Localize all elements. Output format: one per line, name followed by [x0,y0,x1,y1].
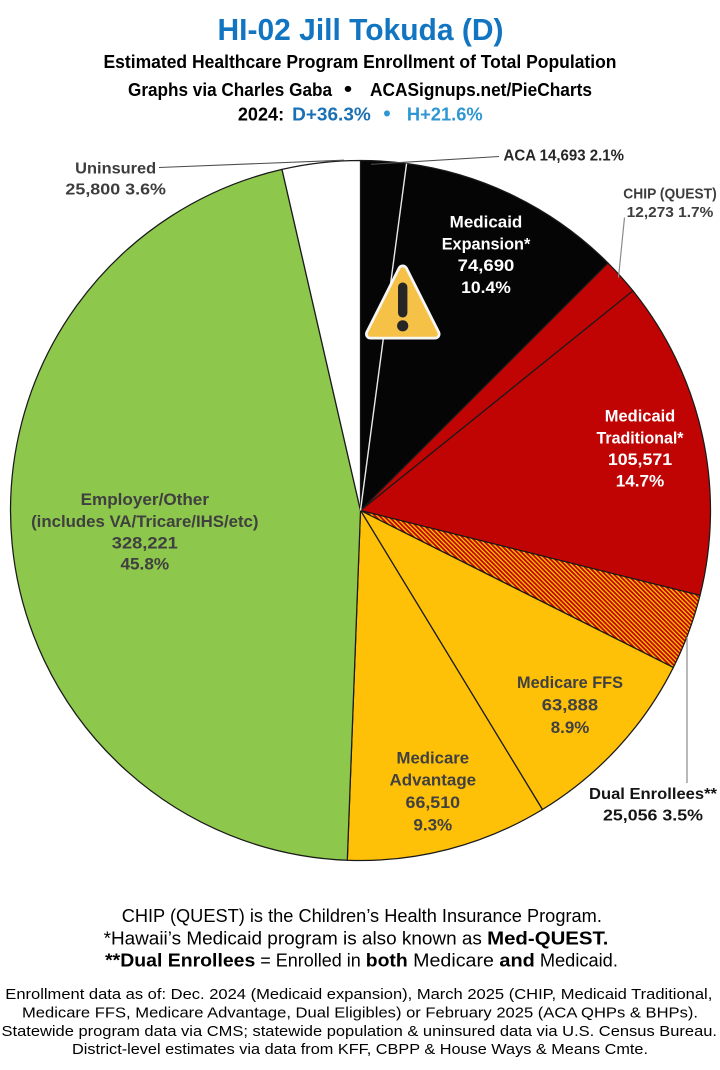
svg-text:Medicaid: Medicaid [605,408,676,426]
svg-text:66,510: 66,510 [406,794,461,812]
svg-text:Medicaid: Medicaid [450,214,523,232]
svg-text:Uninsured: Uninsured [75,160,156,177]
svg-text:328,221: 328,221 [112,535,178,553]
svg-text:Med-QUEST.: Med-QUEST. [487,927,608,948]
svg-text:Expansion*: Expansion* [442,235,531,253]
svg-text:both: both [366,950,408,971]
svg-text:74,690: 74,690 [458,257,515,275]
svg-text:10.4%: 10.4% [461,279,511,297]
svg-text:14.7%: 14.7% [616,473,665,491]
svg-text:12,273 1.7%: 12,273 1.7% [627,205,714,221]
svg-text:and: and [499,950,534,971]
svg-text:Graphs via Charles Gaba: Graphs via Charles Gaba [128,79,333,100]
svg-text:Medicare: Medicare [408,950,500,971]
svg-text:*Hawaii’s Medicaid program is: *Hawaii’s Medicaid program is also known… [104,927,488,948]
svg-text:Dual Enrollees**: Dual Enrollees** [589,786,718,803]
svg-text:9.3%: 9.3% [413,816,452,834]
svg-text:(includes VA/Tricare/IHS/etc): (includes VA/Tricare/IHS/etc) [31,513,258,531]
svg-text:8.9%: 8.9% [551,719,590,737]
svg-text:45.8%: 45.8% [121,556,170,574]
svg-text:•: • [344,77,352,101]
svg-text:105,571: 105,571 [608,451,672,469]
svg-text:= Enrolled in: = Enrolled in [255,950,365,971]
svg-text:63,888: 63,888 [542,696,598,714]
svg-text:CHIP (QUEST) is the Children’s: CHIP (QUEST) is the Children’s Health In… [122,905,602,926]
svg-text:ACASignups.net/PieCharts: ACASignups.net/PieCharts [370,79,592,100]
svg-text:D+36.3%: D+36.3% [292,104,371,125]
svg-text:25,800 3.6%: 25,800 3.6% [65,181,165,198]
svg-text:•: • [383,102,390,126]
svg-text:ACA 14,693 2.1%: ACA 14,693 2.1% [504,148,625,165]
svg-text:District-level estimates via d: District-level estimates via data from K… [72,1041,648,1058]
svg-text:Medicare FFS: Medicare FFS [517,674,623,692]
svg-text:Medicare: Medicare [397,750,470,768]
svg-text:Enrollment data as of: Dec. 20: Enrollment data as of: Dec. 2024 (Medica… [5,986,712,1003]
svg-text:H+21.6%: H+21.6% [407,104,483,125]
svg-text:Employer/Other: Employer/Other [81,491,210,509]
svg-text:Statewide program data via CMS: Statewide program data via CMS; statewid… [2,1023,718,1040]
svg-text:2024:: 2024: [238,104,284,125]
svg-text:25,056 3.5%: 25,056 3.5% [603,807,703,824]
svg-text:**Dual Enrollees: **Dual Enrollees [105,950,255,971]
svg-text:CHIP (QUEST): CHIP (QUEST) [623,187,716,203]
svg-text:Advantage: Advantage [390,772,477,790]
svg-text:Estimated Healthcare Program E: Estimated Healthcare Program Enrollment … [104,51,617,72]
svg-text:Medicare FFS, Medicare Advanta: Medicare FFS, Medicare Advantage, Dual E… [22,1004,698,1021]
svg-text:Medicaid.: Medicaid. [535,950,618,971]
svg-text:Traditional*: Traditional* [597,429,685,447]
svg-text:HI-02 Jill Tokuda (D): HI-02 Jill Tokuda (D) [218,13,504,47]
